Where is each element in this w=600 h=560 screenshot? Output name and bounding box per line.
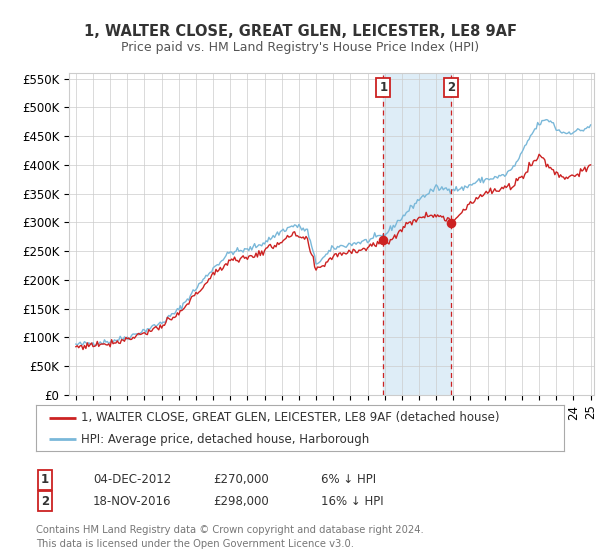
Text: 2: 2 (447, 81, 455, 94)
Text: 18-NOV-2016: 18-NOV-2016 (93, 494, 172, 508)
Text: This data is licensed under the Open Government Licence v3.0.: This data is licensed under the Open Gov… (36, 539, 354, 549)
Text: 1, WALTER CLOSE, GREAT GLEN, LEICESTER, LE8 9AF (detached house): 1, WALTER CLOSE, GREAT GLEN, LEICESTER, … (81, 411, 499, 424)
Text: Price paid vs. HM Land Registry's House Price Index (HPI): Price paid vs. HM Land Registry's House … (121, 40, 479, 54)
Text: 2: 2 (41, 494, 49, 508)
Text: 04-DEC-2012: 04-DEC-2012 (93, 473, 171, 487)
Text: 1: 1 (379, 81, 388, 94)
Point (379, 235, 388, 244)
Text: 1, WALTER CLOSE, GREAT GLEN, LEICESTER, LE8 9AF: 1, WALTER CLOSE, GREAT GLEN, LEICESTER, … (83, 24, 517, 39)
Text: £270,000: £270,000 (213, 473, 269, 487)
Bar (383, 73, 451, 395)
Text: 6% ↓ HPI: 6% ↓ HPI (321, 473, 376, 487)
Text: 1: 1 (41, 473, 49, 487)
Point (446, 219, 456, 228)
Text: Contains HM Land Registry data © Crown copyright and database right 2024.: Contains HM Land Registry data © Crown c… (36, 525, 424, 535)
Text: 16% ↓ HPI: 16% ↓ HPI (321, 494, 383, 508)
Text: £298,000: £298,000 (213, 494, 269, 508)
Text: HPI: Average price, detached house, Harborough: HPI: Average price, detached house, Harb… (81, 433, 369, 446)
